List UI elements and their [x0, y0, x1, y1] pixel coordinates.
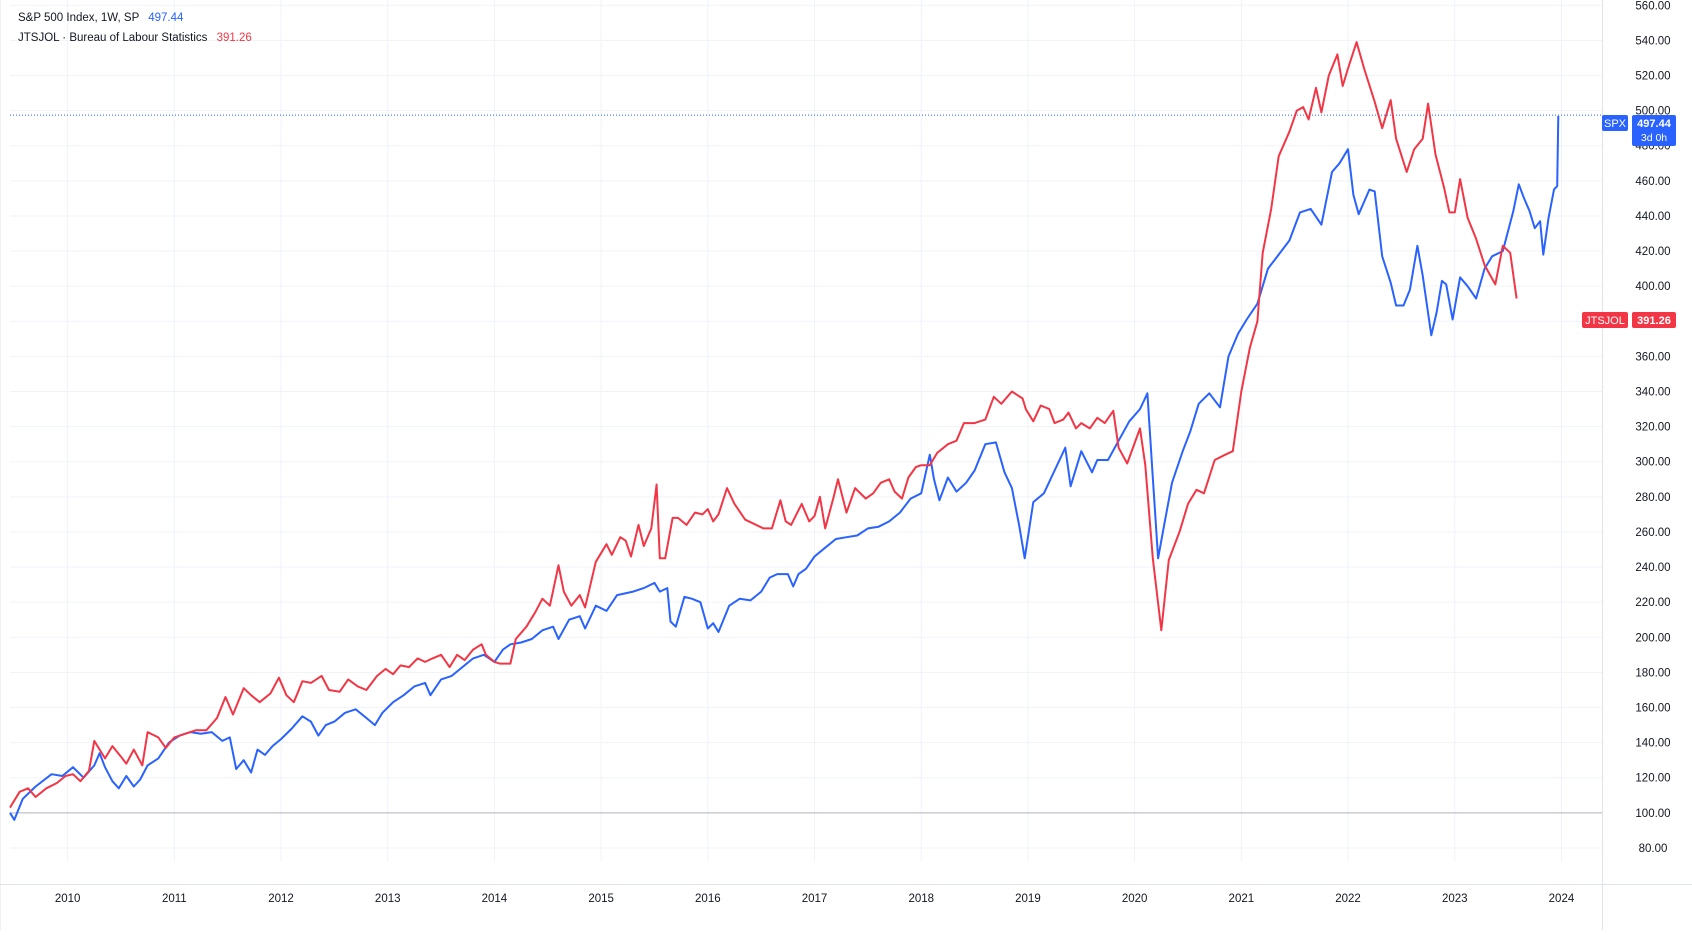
- x-tick-label: 2010: [55, 893, 81, 905]
- baseline-100: [10, 114, 1602, 814]
- x-tick-label: 2015: [588, 893, 614, 905]
- y-tick-label: 160.00: [1635, 703, 1670, 715]
- grid-lines: [10, 0, 1602, 862]
- x-tick-label: 2021: [1229, 893, 1255, 905]
- y-tick-label: 200.00: [1635, 632, 1670, 644]
- y-tick-label: 420.00: [1635, 246, 1670, 258]
- series-lines: [9, 41, 1560, 821]
- y-tick-label: 80.00: [1639, 843, 1668, 855]
- x-tick-label: 2012: [268, 893, 294, 905]
- x-tick-label: 2024: [1549, 893, 1575, 905]
- y-tick-label: 260.00: [1635, 527, 1670, 539]
- spx-label-badge-bg: [1602, 115, 1628, 131]
- y-tick-label: 540.00: [1635, 35, 1670, 47]
- y-tick-label: 220.00: [1635, 597, 1670, 609]
- x-tick-label: 2016: [695, 893, 721, 905]
- y-tick-label: 340.00: [1635, 386, 1670, 398]
- y-tick-label: 320.00: [1635, 422, 1670, 434]
- spx-countdown: 3d 0h: [1641, 132, 1667, 144]
- price-badges: SPX 497.44 3d 0h JTSJOL 391.26: [1582, 115, 1676, 328]
- x-tick-label: 2013: [375, 893, 401, 905]
- legend-spx[interactable]: S&P 500 Index, 1W, SP 497.44: [18, 8, 252, 28]
- legend-jtsjol[interactable]: JTSJOL · Bureau of Labour Statistics 391…: [18, 28, 252, 48]
- y-tick-label: 460.00: [1635, 176, 1670, 188]
- x-tick-label: 2019: [1015, 893, 1041, 905]
- y-tick-label: 360.00: [1635, 351, 1670, 363]
- y-tick-label: 400.00: [1635, 281, 1670, 293]
- x-tick-label: 2018: [908, 893, 934, 905]
- legend-spx-title: S&P 500 Index, 1W, SP: [18, 12, 140, 24]
- y-tick-label: 440.00: [1635, 211, 1670, 223]
- jtsjol-label-badge-bg: [1582, 312, 1628, 328]
- spx-value-badge: 497.44: [1637, 118, 1672, 130]
- y-tick-label: 100.00: [1635, 808, 1670, 820]
- jtsjol-label-badge: JTSJOL: [1585, 315, 1625, 327]
- jtsjol-series-line[interactable]: [9, 41, 1518, 809]
- y-tick-label: 280.00: [1635, 492, 1670, 504]
- spx-label-badge: SPX: [1604, 118, 1627, 130]
- spx-series-line[interactable]: [9, 115, 1560, 821]
- y-tick-label: 560.00: [1635, 0, 1670, 12]
- legend-jtsjol-title: JTSJOL · Bureau of Labour Statistics: [18, 32, 208, 44]
- x-tick-label: 2014: [482, 893, 508, 905]
- y-tick-label: 240.00: [1635, 562, 1670, 574]
- chart-legend: S&P 500 Index, 1W, SP 497.44 JTSJOL · Bu…: [18, 8, 252, 48]
- y-tick-label: 300.00: [1635, 457, 1670, 469]
- x-tick-label: 2023: [1442, 893, 1468, 905]
- spx-value-badge-bg: [1632, 115, 1676, 146]
- y-tick-label: 500.00: [1635, 106, 1670, 118]
- jtsjol-value-badge: 391.26: [1637, 315, 1671, 327]
- jtsjol-value-badge-bg: [1632, 312, 1676, 328]
- y-tick-label: 120.00: [1635, 773, 1670, 785]
- legend-spx-value: 497.44: [148, 12, 184, 24]
- legend-jtsjol-value: 391.26: [216, 32, 252, 44]
- x-tick-label: 2020: [1122, 893, 1148, 905]
- x-tick-label: 2017: [802, 893, 828, 905]
- y-tick-label: 520.00: [1635, 70, 1670, 82]
- x-tick-label: 2022: [1335, 893, 1361, 905]
- x-tick-label: 2011: [162, 893, 187, 905]
- y-tick-label: 180.00: [1635, 667, 1670, 679]
- y-tick-label: 140.00: [1635, 738, 1670, 750]
